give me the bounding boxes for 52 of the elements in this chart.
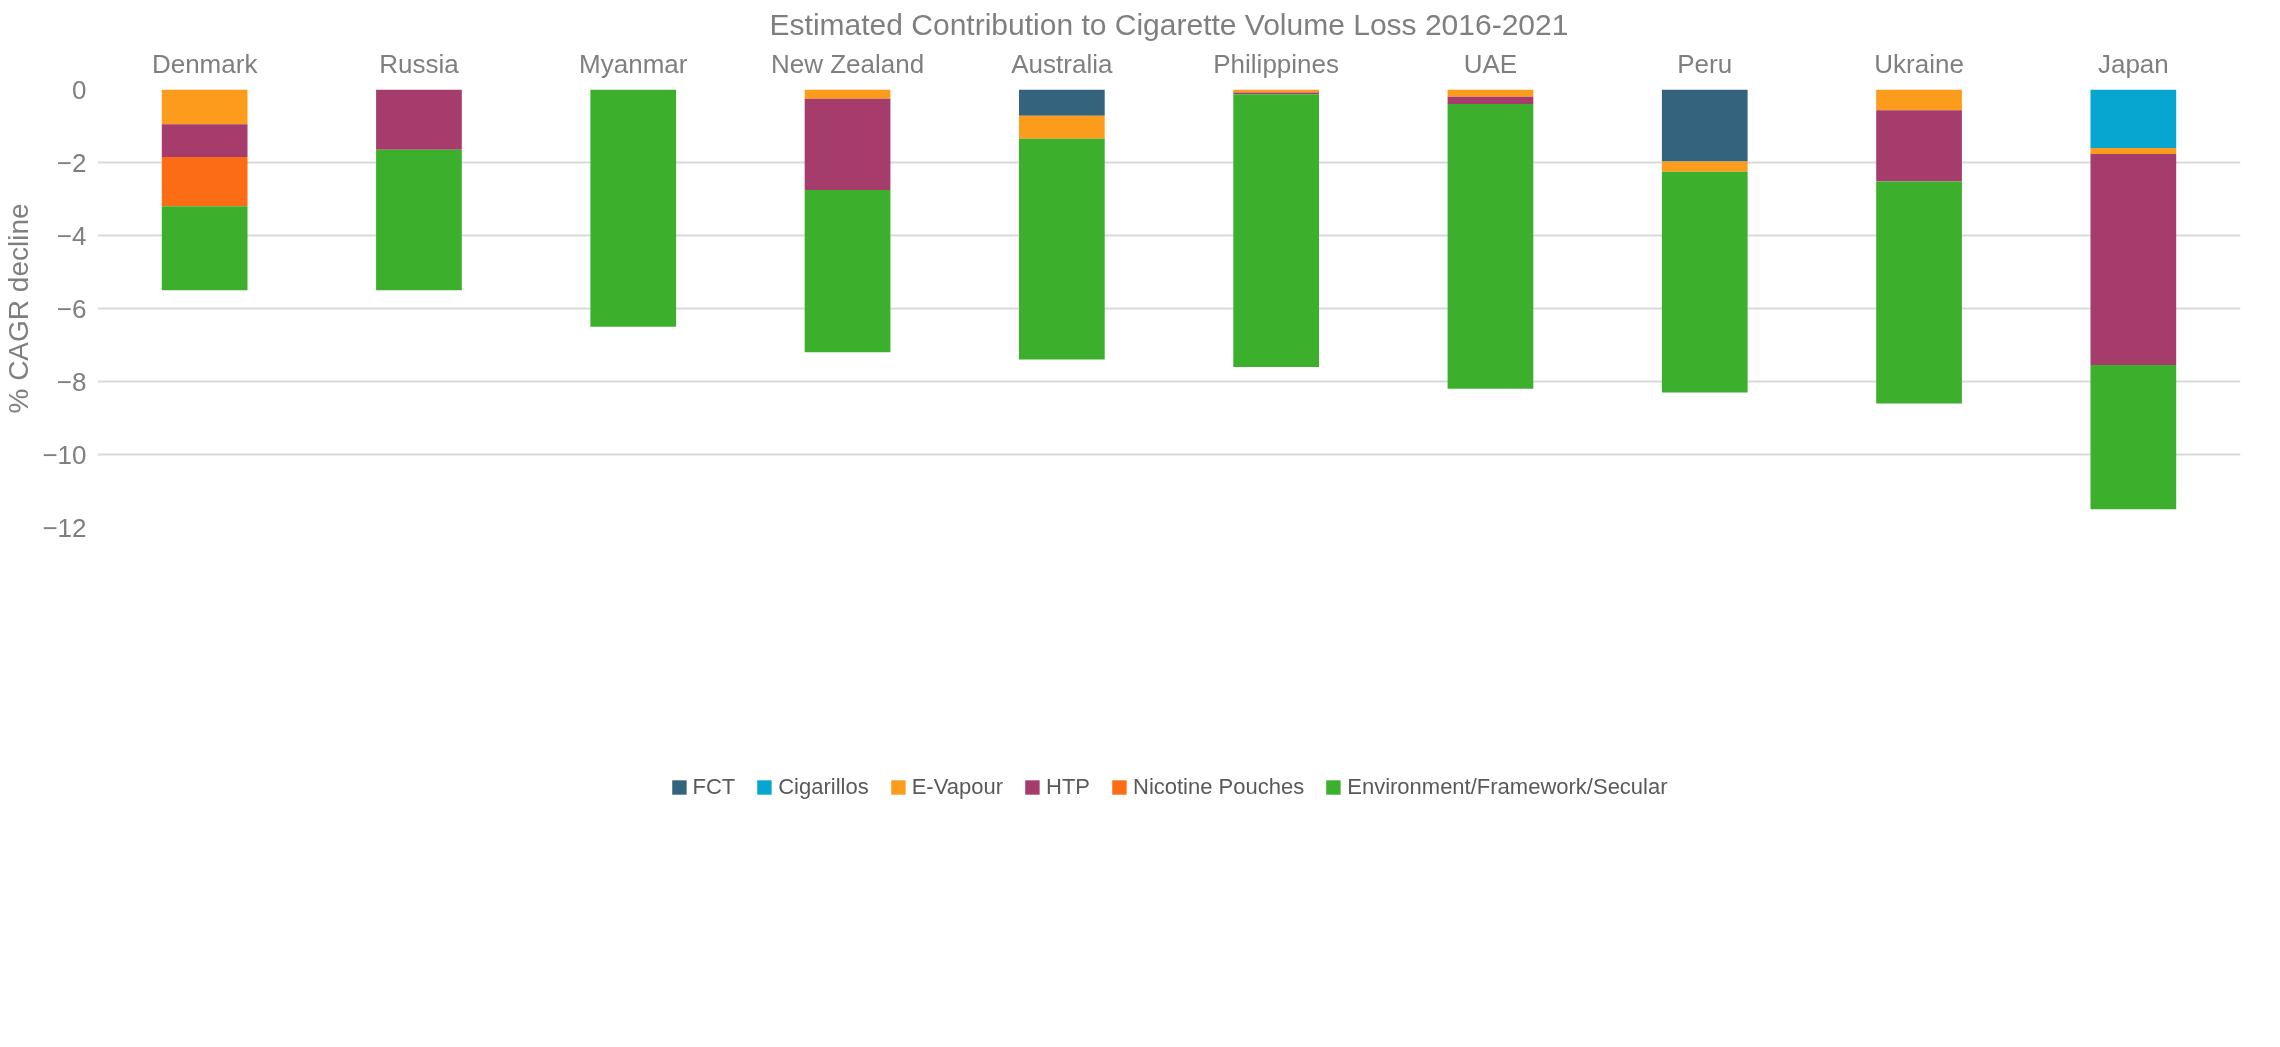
bar <box>804 189 891 353</box>
y-tick-label: −8 <box>56 366 87 397</box>
bar <box>804 98 891 190</box>
bar <box>2090 89 2177 148</box>
legend-label: Environment/Framework/Secular <box>1347 774 1668 800</box>
bar <box>1447 96 1534 105</box>
y-tick-label: −4 <box>56 220 87 251</box>
bar <box>1447 89 1534 97</box>
y-tick-label: −2 <box>56 147 87 178</box>
x-tick-label: Ukraine <box>1874 48 1964 79</box>
bar <box>1876 89 1962 111</box>
bar <box>1876 110 1962 182</box>
legend-label: HTP <box>1046 774 1090 800</box>
y-tick-label: −12 <box>42 512 87 543</box>
x-tick-label: Australia <box>1011 48 1113 79</box>
y-tick-label: −10 <box>42 439 87 470</box>
x-tick-label: Philippines <box>1213 48 1340 79</box>
bar <box>2090 154 2177 366</box>
bar <box>161 124 248 158</box>
bar <box>1661 89 1748 162</box>
x-tick-label: New Zealand <box>770 48 925 79</box>
bar <box>161 89 248 125</box>
y-tick-label: −6 <box>56 293 87 324</box>
legend-label: FCT <box>692 774 736 800</box>
x-tick-label: Peru <box>1677 48 1733 79</box>
bar <box>2090 365 2177 510</box>
bar <box>1447 104 1534 389</box>
x-tick-label: Denmark <box>151 48 259 79</box>
y-axis-title: % CAGR decline <box>3 203 35 414</box>
bar <box>1661 171 1748 393</box>
x-tick-label: Myanmar <box>579 48 688 79</box>
legend-label: Nicotine Pouches <box>1133 774 1305 800</box>
bar <box>1018 115 1105 139</box>
legend-label: Cigarillos <box>778 774 869 800</box>
bar <box>804 89 891 99</box>
chart-title: Estimated Contribution to Cigarette Volume Loss 2016-2021 <box>769 7 1569 41</box>
bar <box>1018 138 1105 360</box>
bar <box>1876 181 1962 404</box>
bar <box>1661 161 1748 172</box>
bar <box>2090 147 2177 155</box>
bar <box>161 206 248 291</box>
x-tick-label: Japan <box>2097 48 2169 79</box>
bar <box>376 149 462 291</box>
bar <box>376 89 462 150</box>
y-tick-label: 0 <box>72 74 87 105</box>
bar <box>161 157 248 207</box>
bar <box>1233 94 1320 367</box>
bar <box>1018 89 1105 116</box>
x-tick-label: UAE <box>1463 48 1518 79</box>
bar <box>590 89 677 327</box>
legend-label: E-Vapour <box>911 774 1003 800</box>
x-tick-label: Russia <box>379 48 460 79</box>
